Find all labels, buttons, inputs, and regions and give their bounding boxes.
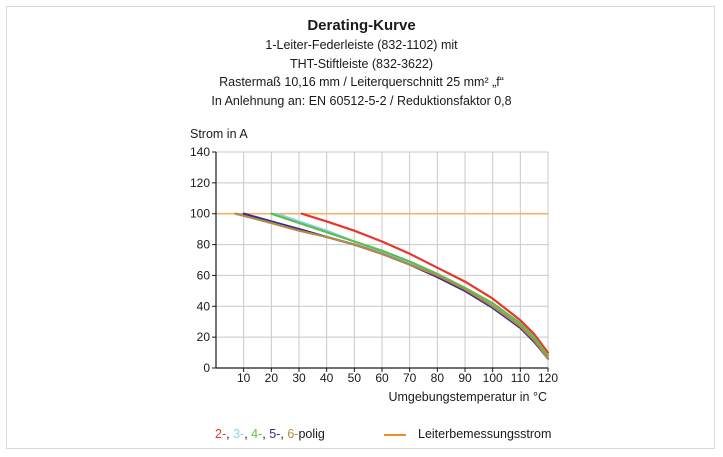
x-tick-label-50: 50	[348, 371, 362, 385]
chart-frame	[6, 6, 715, 449]
chart-subtitle-2: THT-Stiftleiste (832-3622)	[289, 56, 434, 71]
legend-item-4: 4-	[251, 427, 263, 441]
y-tick-label-80: 80	[197, 238, 211, 252]
chart-subtitle-1: 1-Leiter-Federleiste (832-1102) mit	[265, 38, 458, 52]
series-line-6	[234, 212, 550, 360]
legend-item-3: ,	[244, 427, 252, 441]
x-tick-label-100: 100	[483, 371, 503, 385]
x-tick-label-110: 110	[511, 371, 530, 385]
legend-item-6: 5-	[269, 427, 281, 441]
x-tick-label-80: 80	[431, 371, 445, 385]
legend-rated-line-swatch	[384, 434, 406, 436]
x-tick-label-120: 120	[538, 371, 558, 385]
chart-titles: Derating-Kurve 1-Leiter-Federleiste (832…	[0, 16, 723, 110]
legend-series-colors: 2-, 3-, 4-, 5-, 6-polig	[215, 427, 325, 441]
legend-item-1: ,	[226, 427, 234, 441]
y-tick-label-60: 60	[197, 268, 211, 282]
y-tick-label-0: 0	[203, 361, 210, 375]
legend-item-9: polig	[298, 427, 325, 441]
x-tick-label-30: 30	[292, 371, 306, 385]
x-tick-label-40: 40	[320, 371, 334, 385]
x-tick-label-10: 10	[237, 371, 251, 385]
legend-item-7: ,	[280, 427, 288, 441]
chart-subtitle-3: Rastermaß 10,16 mm / Leiterquerschnitt 2…	[219, 75, 504, 89]
legend-item-5: ,	[262, 427, 270, 441]
chart-title: Derating-Kurve	[307, 17, 416, 34]
x-tick-label-60: 60	[375, 371, 389, 385]
y-tick-label-140: 140	[190, 145, 210, 159]
series-line-4	[270, 212, 550, 357]
y-axis-label: Strom in A	[190, 127, 248, 141]
series-lines	[215, 212, 550, 360]
y-tick-label-120: 120	[190, 176, 210, 190]
y-tick-label-20: 20	[197, 330, 211, 344]
legend-item-0: 2-	[215, 427, 227, 441]
chart-subtitle-4: In Anlehnung an: EN 60512-5-2 / Reduktio…	[211, 93, 512, 108]
series-line-2	[300, 212, 550, 354]
legend-item-8: 6-	[287, 427, 299, 441]
y-tick-label-100: 100	[190, 207, 210, 221]
x-tick-label-70: 70	[403, 371, 417, 385]
y-tick-label-40: 40	[197, 299, 211, 313]
x-tick-label-90: 90	[458, 371, 472, 385]
tick-labels: 10 20 30 40 50 60 70 80 90 100 110 120 0 20 40 60 80 100 1…	[190, 145, 558, 385]
legend-rated-label: Leiterbemessungsstrom	[418, 427, 552, 441]
legend-item-2: 3-	[233, 427, 245, 441]
grid-lines	[216, 151, 549, 369]
axes	[212, 151, 549, 372]
x-tick-label-20: 20	[265, 371, 279, 385]
x-axis-label: Umgebungstemperatur in °C	[388, 390, 547, 404]
